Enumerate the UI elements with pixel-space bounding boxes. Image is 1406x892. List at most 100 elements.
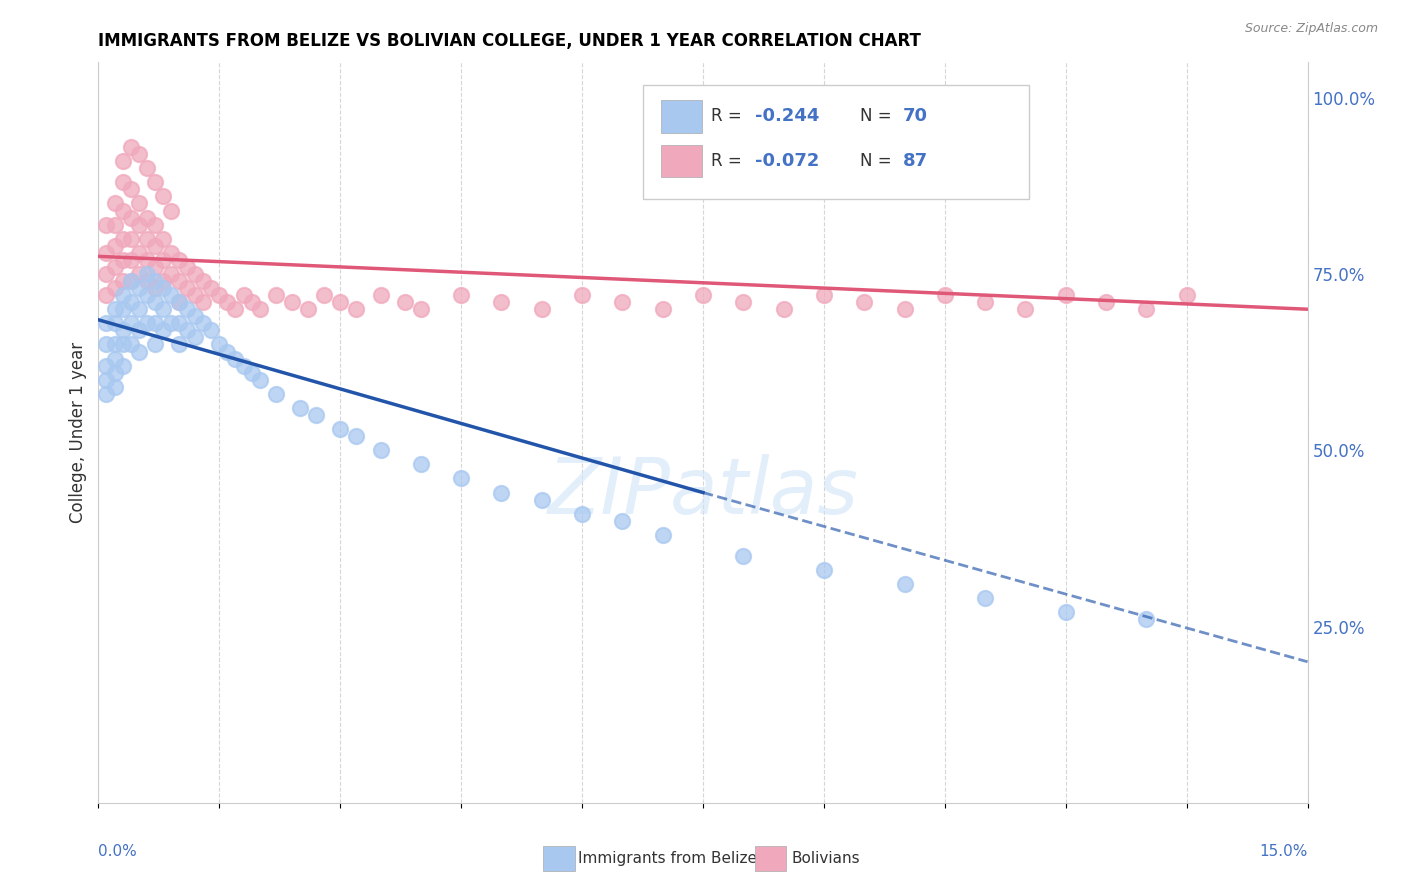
Point [135, 252, 157, 267]
Point [135, 288, 157, 302]
Point [232, 288, 254, 302]
Point [96, 267, 118, 281]
Point [111, 302, 134, 317]
FancyBboxPatch shape [643, 85, 1029, 200]
Point [128, 281, 150, 295]
Point [571, 507, 593, 521]
Point [103, 218, 125, 232]
Point [111, 337, 134, 351]
Point [200, 281, 222, 295]
Text: N =: N = [860, 152, 897, 169]
Point [1135, 302, 1157, 317]
Point [530, 492, 553, 507]
Text: N =: N = [860, 108, 897, 126]
Point [135, 211, 157, 225]
Point [111, 252, 134, 267]
Point [128, 245, 150, 260]
Point [240, 295, 263, 310]
Point [176, 281, 198, 295]
Point [200, 323, 222, 337]
Point [249, 373, 271, 387]
FancyBboxPatch shape [543, 846, 575, 871]
Point [184, 330, 207, 344]
Point [176, 302, 198, 317]
Point [160, 245, 183, 260]
Point [491, 485, 513, 500]
Text: 0.0%: 0.0% [98, 844, 138, 858]
Point [224, 351, 246, 366]
Point [143, 281, 166, 295]
Text: R =: R = [711, 152, 748, 169]
Point [651, 528, 673, 542]
Point [329, 295, 352, 310]
Point [409, 458, 432, 472]
Point [160, 203, 183, 218]
Point [193, 316, 215, 330]
Point [135, 267, 157, 281]
Text: -0.072: -0.072 [755, 152, 820, 169]
Point [103, 366, 125, 380]
Point [160, 316, 183, 330]
Point [103, 239, 125, 253]
Point [974, 591, 997, 606]
Point [152, 232, 174, 246]
Point [409, 302, 432, 317]
FancyBboxPatch shape [755, 846, 786, 871]
Point [128, 218, 150, 232]
Point [450, 288, 472, 302]
Point [103, 337, 125, 351]
Text: Immigrants from Belize: Immigrants from Belize [578, 851, 758, 866]
Point [135, 274, 157, 288]
Point [111, 154, 134, 169]
Point [128, 196, 150, 211]
Point [111, 232, 134, 246]
Point [143, 260, 166, 274]
Point [281, 295, 304, 310]
Point [167, 316, 190, 330]
Point [135, 161, 157, 176]
Text: R =: R = [711, 108, 748, 126]
Point [571, 288, 593, 302]
Point [152, 274, 174, 288]
Point [193, 295, 215, 310]
Point [193, 274, 215, 288]
Point [394, 295, 416, 310]
Point [813, 288, 835, 302]
Text: Bolivians: Bolivians [792, 851, 860, 866]
Point [893, 302, 915, 317]
Point [128, 323, 150, 337]
Point [184, 310, 207, 324]
Point [143, 239, 166, 253]
Point [217, 344, 239, 359]
Point [111, 359, 134, 373]
Point [152, 252, 174, 267]
Text: Source: ZipAtlas.com: Source: ZipAtlas.com [1244, 22, 1378, 36]
Point [143, 274, 166, 288]
Point [128, 267, 150, 281]
Point [772, 302, 794, 317]
Point [1014, 302, 1036, 317]
Point [128, 344, 150, 359]
Point [120, 337, 142, 351]
Point [143, 175, 166, 189]
Point [733, 549, 755, 563]
Point [1095, 295, 1118, 310]
Text: 70: 70 [903, 108, 928, 126]
Point [167, 252, 190, 267]
Point [612, 514, 634, 528]
Point [370, 443, 392, 458]
Point [370, 288, 392, 302]
Point [297, 302, 319, 317]
FancyBboxPatch shape [661, 145, 702, 178]
Text: 87: 87 [903, 152, 928, 169]
Point [305, 408, 328, 422]
Point [96, 387, 118, 401]
Point [651, 302, 673, 317]
Point [143, 337, 166, 351]
Point [176, 260, 198, 274]
Point [103, 351, 125, 366]
Point [143, 316, 166, 330]
Point [1135, 612, 1157, 626]
Point [96, 245, 118, 260]
Point [152, 323, 174, 337]
